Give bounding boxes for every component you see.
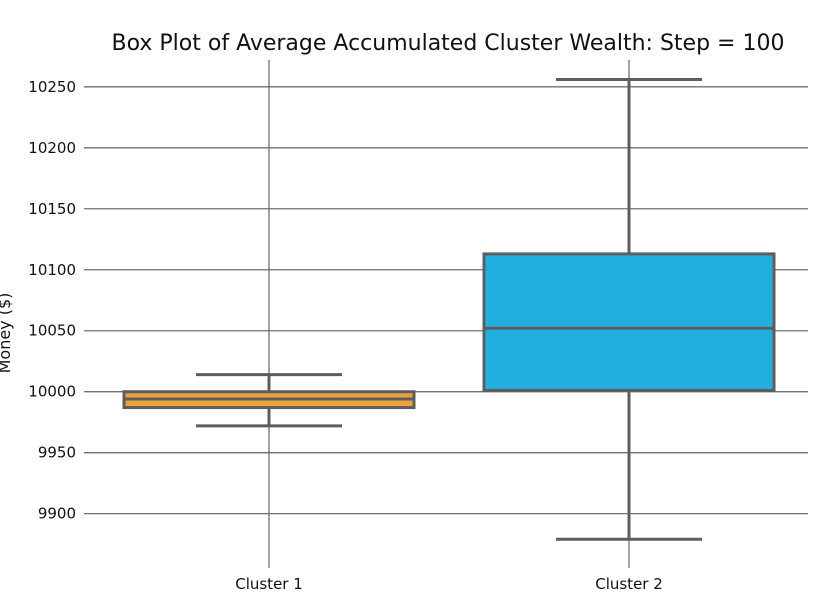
y-tick-label: 9950 — [38, 444, 76, 462]
y-tick-label: 10100 — [28, 261, 76, 279]
y-tick-label: 9900 — [38, 505, 76, 523]
y-tick-label: 10250 — [28, 78, 76, 96]
x-tick-label: Cluster 2 — [595, 575, 663, 593]
x-tick-labels: Cluster 1 Cluster 2 — [235, 575, 663, 593]
box-1 — [122, 373, 416, 428]
box-series — [122, 78, 776, 541]
x-tick-label: Cluster 1 — [235, 575, 303, 593]
box-2 — [482, 78, 776, 541]
y-tick-label: 10050 — [28, 322, 76, 340]
y-tick-label: 10200 — [28, 139, 76, 157]
y-axis-label: Money ($) — [0, 293, 14, 374]
y-tick-label: 10000 — [28, 383, 76, 401]
y-tick-labels: 9900 9950 10000 10050 10100 10150 10200 10250 — [28, 78, 76, 523]
chart-title: Box Plot of Average Accumulated Cluster … — [112, 31, 785, 56]
iqr-box — [482, 252, 776, 392]
y-tick-label: 10150 — [28, 200, 76, 218]
